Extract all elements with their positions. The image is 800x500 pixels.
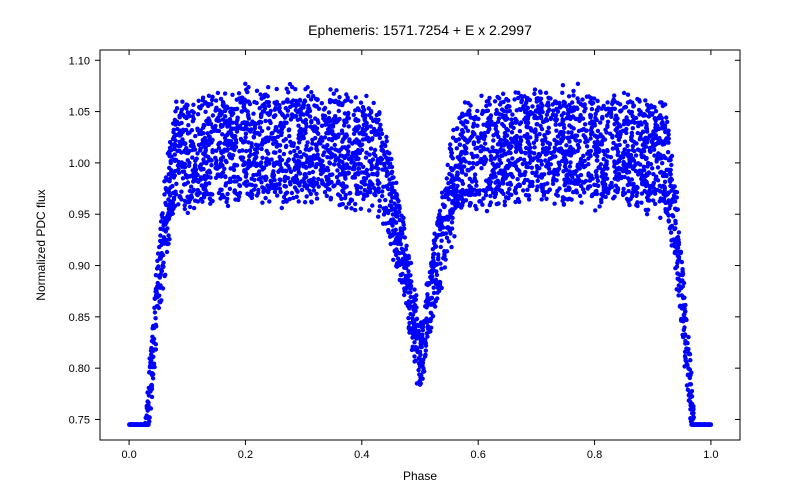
scatter-plot: 0.0 0.2 0.4 0.6 0.8 1.0 0.75 0.80 0.85 0.90 0.95 1.…	[0, 0, 800, 500]
chart-container: 0.0 0.2 0.4 0.6 0.8 1.0 0.75 0.80 0.85 0.90 0.95 1.…	[0, 0, 800, 500]
ytick-label: 0.90	[69, 261, 90, 273]
ytick-label: 0.80	[69, 363, 90, 375]
ytick-label: 0.75	[69, 414, 90, 426]
chart-title: Ephemeris: 1571.7254 + E x 2.2997	[308, 22, 532, 38]
xtick-label: 0.8	[587, 449, 602, 461]
ytick-label: 1.05	[69, 107, 90, 119]
xtick-label: 0.0	[121, 449, 136, 461]
xtick-label: 1.0	[703, 449, 718, 461]
x-axis-label: Phase	[403, 469, 437, 483]
ytick-label: 1.00	[69, 158, 90, 170]
xtick-label: 0.4	[354, 449, 369, 461]
ytick-label: 1.10	[69, 55, 90, 67]
y-axis-label: Normalized PDC flux	[34, 189, 48, 300]
ytick-label: 0.95	[69, 209, 90, 221]
ytick-label: 0.85	[69, 312, 90, 324]
xtick-label: 0.2	[238, 449, 253, 461]
xtick-label: 0.6	[471, 449, 486, 461]
